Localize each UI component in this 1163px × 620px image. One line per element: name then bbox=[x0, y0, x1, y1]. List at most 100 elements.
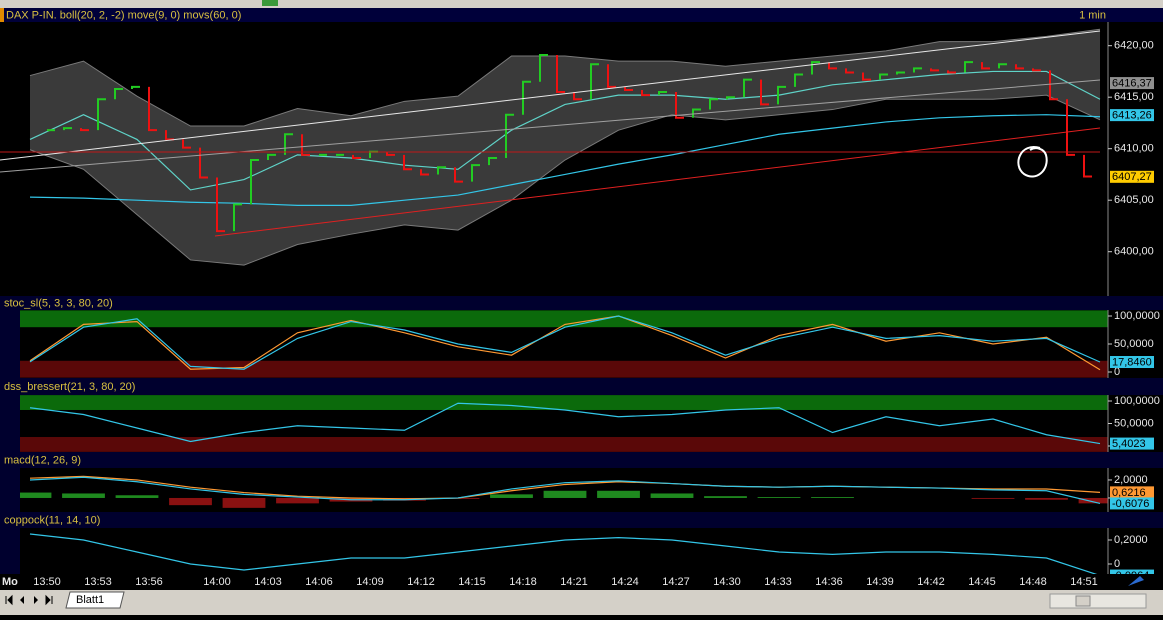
panel-header bbox=[0, 378, 1163, 395]
title-bar bbox=[0, 8, 1163, 22]
panel-left-edge bbox=[0, 528, 20, 576]
y-tick-label: 0 bbox=[1114, 558, 1120, 570]
price-bar bbox=[182, 139, 191, 149]
histogram-bar bbox=[1025, 497, 1068, 500]
price-bar bbox=[692, 108, 701, 118]
price-bar bbox=[658, 91, 667, 96]
x-tick-label: 14:09 bbox=[356, 576, 384, 588]
price-bar bbox=[471, 164, 480, 182]
price-bar bbox=[777, 85, 786, 105]
x-tick-label: 14:21 bbox=[560, 576, 588, 588]
panel-header bbox=[0, 512, 1163, 528]
y-tick-label: 6415,00 bbox=[1114, 91, 1154, 103]
histogram-bar bbox=[169, 497, 212, 506]
price-bar bbox=[1049, 70, 1058, 101]
panel-title: stoc_sl(5, 3, 3, 80, 20) bbox=[4, 297, 113, 309]
price-bar bbox=[301, 134, 310, 156]
x-tick-label: 14:42 bbox=[917, 576, 945, 588]
histogram-bar bbox=[222, 497, 266, 508]
x-axis-label: Mo bbox=[2, 576, 18, 588]
plot-area bbox=[8, 475, 1108, 508]
price-bar bbox=[1083, 154, 1092, 178]
scroll-icon[interactable] bbox=[1128, 576, 1144, 586]
panel-header bbox=[0, 452, 1163, 468]
price-bar bbox=[420, 169, 429, 176]
nav-prev[interactable] bbox=[20, 596, 24, 604]
value-marker-label: 0,6216 bbox=[1112, 487, 1146, 499]
zone bbox=[20, 437, 1108, 452]
histogram-bar bbox=[704, 496, 747, 498]
price-bar bbox=[199, 147, 208, 179]
sheet-bar bbox=[0, 590, 1163, 615]
x-tick-label: 14:03 bbox=[254, 576, 282, 588]
indicator-line bbox=[29, 315, 1101, 370]
plot-area bbox=[20, 310, 1108, 378]
trend-line bbox=[0, 30, 1101, 161]
price-bar bbox=[607, 64, 616, 88]
price-bar bbox=[505, 113, 514, 158]
nav-next[interactable] bbox=[34, 596, 38, 604]
y-tick-label: 0 bbox=[1114, 366, 1120, 378]
nav-last[interactable] bbox=[45, 594, 53, 606]
y-tick-label: 2,0000 bbox=[1114, 474, 1148, 486]
bollinger-band bbox=[30, 29, 1100, 266]
histogram-bar bbox=[757, 497, 801, 498]
sheet-nav[interactable] bbox=[5, 594, 53, 606]
histogram-bar bbox=[1078, 497, 1108, 504]
price-bar bbox=[386, 151, 395, 156]
price-bar bbox=[913, 67, 922, 73]
x-tick-label: 13:53 bbox=[84, 576, 112, 588]
annotations bbox=[0, 30, 1101, 237]
panel-left-edge bbox=[0, 468, 20, 512]
trend-line bbox=[0, 79, 1101, 173]
nav-first[interactable] bbox=[5, 594, 13, 606]
price-bar bbox=[794, 73, 803, 87]
zone bbox=[20, 310, 1108, 328]
panels: 6400,00 6405,00 6410,00 6415,00 6420,00 6416,… bbox=[0, 22, 1163, 582]
sheet-tab[interactable] bbox=[65, 591, 125, 609]
price-bar bbox=[743, 78, 752, 98]
value-marker-label: 6407,27 bbox=[1112, 171, 1152, 183]
histogram-bar bbox=[62, 493, 105, 498]
top-strip bbox=[0, 0, 1163, 8]
indicator-line bbox=[29, 315, 1101, 371]
price-bar bbox=[80, 128, 89, 132]
x-tick-label: 14:00 bbox=[203, 576, 231, 588]
zone bbox=[20, 395, 1108, 410]
value-marker bbox=[1110, 497, 1154, 510]
panel-header bbox=[0, 296, 1163, 310]
price-bar bbox=[97, 98, 106, 131]
toolbar-button[interactable] bbox=[262, 0, 278, 6]
histogram-bar bbox=[490, 494, 533, 498]
y-tick-label: 100,0000 bbox=[1114, 310, 1160, 322]
x-tick-label: 14:39 bbox=[866, 576, 894, 588]
histogram-bar bbox=[650, 493, 694, 498]
panel: stoc_sl(5, 3, 3, 80, 20) 100,0000 50,0000 0… bbox=[0, 296, 1163, 378]
price-bar bbox=[352, 154, 361, 159]
price-bar bbox=[726, 96, 735, 100]
value-marker-label: -0,6076 bbox=[1112, 498, 1149, 510]
price-bar bbox=[947, 70, 956, 74]
price-bar bbox=[556, 54, 565, 94]
histogram-bar bbox=[115, 495, 159, 498]
scroll-thumb[interactable] bbox=[1075, 595, 1091, 607]
trend-line bbox=[214, 127, 1101, 237]
y-tick-label: 50,0000 bbox=[1114, 417, 1154, 429]
price-bar bbox=[1015, 64, 1024, 70]
price-bar bbox=[131, 85, 140, 89]
x-tick-label: 14:12 bbox=[407, 576, 435, 588]
price-bar bbox=[998, 63, 1007, 69]
price-bar bbox=[964, 61, 973, 73]
price-bar bbox=[1066, 99, 1075, 156]
price-bar bbox=[709, 98, 718, 110]
panel-left-edge bbox=[0, 310, 20, 378]
sheet-tab-label[interactable]: Blatt1 bbox=[76, 594, 104, 606]
histogram-bar bbox=[971, 497, 1015, 499]
price-bar bbox=[522, 80, 531, 115]
horizontal-scrollbar[interactable] bbox=[1049, 593, 1147, 609]
x-tick-label: 14:48 bbox=[1019, 576, 1047, 588]
panel-title: dss_bressert(21, 3, 80, 20) bbox=[4, 381, 135, 393]
x-tick-label: 14:06 bbox=[305, 576, 333, 588]
y-tick-label: 0,2000 bbox=[1114, 534, 1148, 546]
